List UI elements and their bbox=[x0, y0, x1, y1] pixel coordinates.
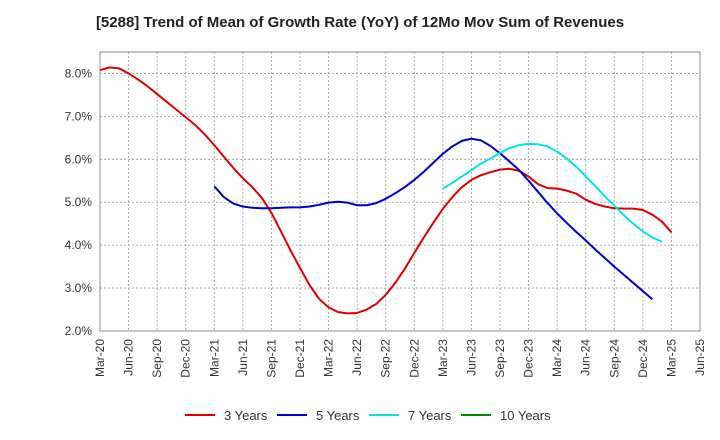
x-tick-label: Mar-21 bbox=[207, 339, 221, 377]
x-tick-label: Jun-24 bbox=[579, 339, 593, 376]
chart-title: [5288] Trend of Mean of Growth Rate (YoY… bbox=[95, 14, 625, 31]
series-line-7-years bbox=[442, 142, 663, 243]
legend-label-5-years: 5 Years bbox=[316, 408, 360, 423]
x-tick-label: Dec-21 bbox=[293, 339, 307, 378]
x-tick-label: Dec-24 bbox=[636, 339, 650, 378]
x-tick-label: Dec-20 bbox=[179, 339, 193, 378]
x-tick-label: Jun-21 bbox=[236, 339, 250, 376]
x-tick-label: Jun-20 bbox=[122, 339, 136, 376]
y-tick-label: 5.0% bbox=[65, 195, 93, 209]
x-tick-label: Mar-24 bbox=[550, 339, 564, 377]
y-tick-label: 2.0% bbox=[65, 324, 93, 338]
x-tick-label: Jun-22 bbox=[350, 339, 364, 376]
x-tick-label: Sep-24 bbox=[607, 339, 621, 378]
x-tick-label: Sep-23 bbox=[493, 339, 507, 378]
plot-frame bbox=[99, 51, 701, 332]
x-tick-label: Sep-21 bbox=[264, 339, 278, 378]
legend-label-7-years: 7 Years bbox=[408, 408, 452, 423]
x-tick-label: Mar-25 bbox=[664, 339, 678, 377]
x-tick-label: Mar-22 bbox=[322, 339, 336, 377]
y-tick-label: 3.0% bbox=[65, 281, 93, 295]
legend-label-3-years: 3 Years bbox=[224, 408, 268, 423]
x-tick-label: Jun-23 bbox=[464, 339, 478, 376]
x-tick-label: Mar-20 bbox=[93, 339, 107, 377]
x-tick-label: Sep-20 bbox=[150, 339, 164, 378]
x-tick-label: Jun-25 bbox=[693, 339, 707, 376]
y-tick-label: 7.0% bbox=[65, 109, 93, 123]
y-tick-label: 8.0% bbox=[65, 66, 93, 80]
series-line-3-years bbox=[99, 66, 673, 315]
x-tick-label: Dec-22 bbox=[407, 339, 421, 378]
series-line-5-years bbox=[213, 137, 654, 300]
legend-label-10-years: 10 Years bbox=[500, 408, 551, 423]
x-tick-label: Sep-22 bbox=[379, 339, 393, 378]
x-tick-label: Dec-23 bbox=[522, 339, 536, 378]
y-tick-label: 6.0% bbox=[65, 152, 93, 166]
y-tick-label: 4.0% bbox=[65, 238, 93, 252]
x-tick-label: Mar-23 bbox=[436, 339, 450, 377]
